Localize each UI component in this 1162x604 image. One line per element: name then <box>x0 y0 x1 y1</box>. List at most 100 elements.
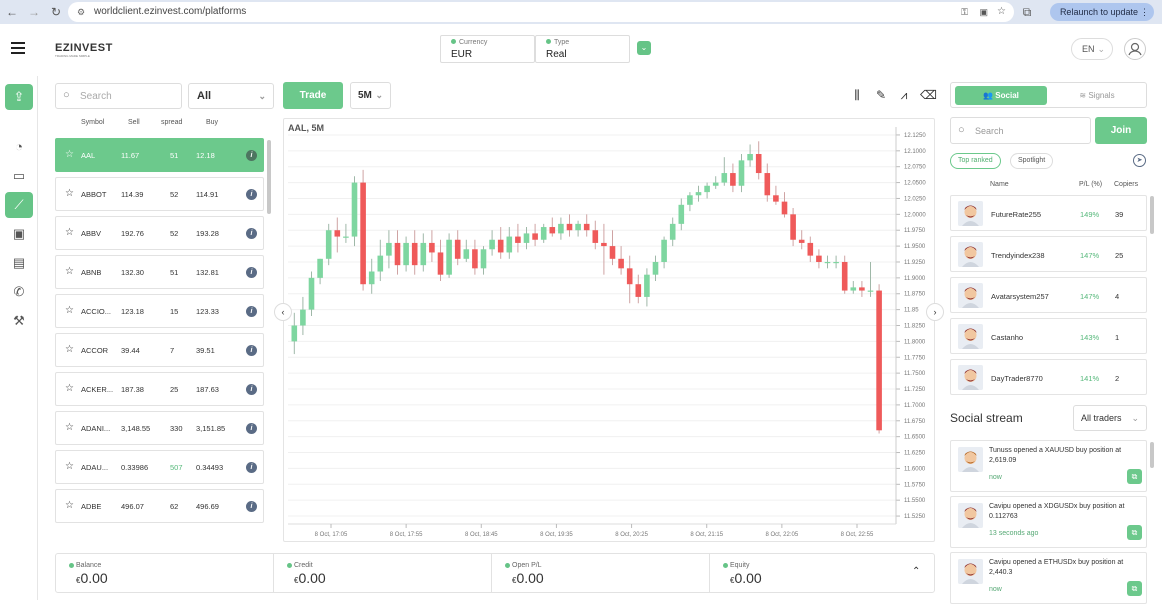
col-name: Name <box>990 181 1009 188</box>
y-tick-label: 11.6750 <box>904 419 926 425</box>
info-icon[interactable]: i <box>246 345 257 356</box>
star-icon[interactable]: ☆ <box>65 500 74 511</box>
key-icon[interactable]: ⚿ <box>961 7 968 17</box>
reports-icon[interactable]: ▤ <box>12 255 26 270</box>
candle-body <box>377 255 384 272</box>
symbol-category-select[interactable]: All ⌄ <box>188 83 274 109</box>
savings-icon[interactable]: ▣ <box>12 226 26 241</box>
symbol-row[interactable]: ☆ ADBE 496.07 62 496.69 i <box>55 489 264 523</box>
expand-up-icon[interactable]: ⌃ <box>912 566 921 577</box>
symbol-row[interactable]: ☆ ABNB 132.30 51 132.81 i <box>55 255 264 289</box>
join-button[interactable]: Join <box>1095 117 1147 144</box>
forward-icon[interactable]: → <box>28 5 40 19</box>
compass-icon[interactable]: ➤ <box>1133 154 1146 167</box>
stream-scrollbar[interactable] <box>1150 442 1154 468</box>
language-label: EN <box>1082 44 1095 54</box>
indicators-icon[interactable]: ⩘ <box>900 88 908 102</box>
candle-body <box>558 223 564 234</box>
stream-filter-select[interactable]: All traders ⌄ <box>1073 405 1147 431</box>
info-icon[interactable]: i <box>246 267 257 278</box>
eraser-icon[interactable]: ⌫ <box>920 88 937 102</box>
star-icon[interactable]: ☆ <box>65 344 74 355</box>
pencil-icon[interactable]: ✎ <box>875 88 887 102</box>
user-icon[interactable] <box>1124 38 1146 60</box>
copy-icon[interactable]: ⧉ <box>1127 469 1142 484</box>
candle-body <box>747 153 753 161</box>
deposit-icon[interactable]: ⇪ <box>5 84 33 110</box>
symbol-row[interactable]: ☆ ADAU... 0.33986 507 0.34493 i <box>55 450 264 484</box>
symbol-row[interactable]: ☆ ACCOR 39.44 7 39.51 i <box>55 333 264 367</box>
star-icon[interactable]: ☆ <box>65 383 74 394</box>
account-type-selector[interactable]: Type Real <box>535 35 630 63</box>
install-icon[interactable]: ▣ <box>979 7 988 17</box>
traders-scrollbar[interactable] <box>1150 196 1154 234</box>
reload-icon[interactable]: ↻ <box>50 5 62 19</box>
info-icon[interactable]: i <box>246 189 257 200</box>
tab-signals[interactable]: ≋ Signals <box>1051 86 1143 105</box>
symbol-row[interactable]: ☆ ABBOT 114.39 52 114.91 i <box>55 177 264 211</box>
star-icon[interactable]: ☆ <box>65 227 74 238</box>
info-icon[interactable]: i <box>246 384 257 395</box>
tab-social[interactable]: 👥 Social <box>955 86 1047 105</box>
info-icon[interactable]: i <box>246 306 257 317</box>
currency-selector[interactable]: Currency EUR <box>440 35 535 63</box>
dashboard-icon[interactable]: ◔ <box>15 139 23 154</box>
stream-post[interactable]: Tunuss opened a XAUUSD buy position at 2… <box>950 440 1147 492</box>
site-info-icon[interactable]: ⚙ <box>77 7 86 17</box>
trade-button[interactable]: Trade <box>283 82 343 109</box>
symbol-row[interactable]: ☆ ACKER... 187.38 25 187.63 i <box>55 372 264 406</box>
symbol-search-input[interactable]: ○ Search <box>55 83 182 109</box>
info-icon[interactable]: i <box>246 501 257 512</box>
chevron-left-icon[interactable]: ‹ <box>274 303 292 321</box>
copy-icon[interactable]: ⧉ <box>1127 581 1142 596</box>
price-chart[interactable]: 12.1250 12.1000 12.0750 12.0500 12.0250 12.00… <box>284 119 934 541</box>
symbol-row[interactable]: ☆ AAL 11.67 51 12.18 i <box>55 138 264 172</box>
timeframe-select[interactable]: 5M ⌄ <box>350 82 391 109</box>
language-selector[interactable]: EN ⌄ <box>1071 38 1113 60</box>
trader-pl: 141% <box>1080 374 1100 383</box>
symbol-row[interactable]: ☆ ADANI... 3,148.55 330 3,151.85 i <box>55 411 264 445</box>
chevron-right-icon[interactable]: › <box>926 303 944 321</box>
star-icon[interactable]: ☆ <box>65 461 74 472</box>
stream-post[interactable]: Cavipu opened a XDGUSDx buy position at … <box>950 496 1147 548</box>
info-icon[interactable]: i <box>246 423 257 434</box>
star-icon[interactable]: ☆ <box>65 149 74 160</box>
candle-body <box>506 236 513 253</box>
stream-post[interactable]: Cavipu opened a ETHUSDx buy position at … <box>950 552 1147 604</box>
trader-search-input[interactable]: ○ Search <box>950 117 1091 144</box>
info-icon[interactable]: i <box>246 150 257 161</box>
star-icon[interactable]: ☆ <box>65 305 74 316</box>
star-icon[interactable]: ☆ <box>65 422 74 433</box>
wallet-icon[interactable]: ▭ <box>12 168 26 183</box>
symbol-row[interactable]: ☆ ACCIO... 123.18 15 123.33 i <box>55 294 264 328</box>
filter-top-ranked[interactable]: Top ranked <box>950 153 1001 169</box>
chart-container[interactable] <box>283 118 935 542</box>
info-icon[interactable]: i <box>246 462 257 473</box>
y-tick-label: 11.9000 <box>904 276 926 282</box>
trading-icon[interactable]: ⟋ <box>5 192 33 218</box>
candles-icon[interactable]: ⫼ <box>854 88 860 102</box>
relaunch-button[interactable]: Relaunch to update ⋮ <box>1049 3 1154 21</box>
address-bar[interactable]: ⚙ worldclient.ezinvest.com/platforms ⚿ ▣… <box>68 2 1014 22</box>
trader-row[interactable]: FutureRate255 149% 39 <box>950 195 1147 231</box>
back-icon[interactable]: ← <box>6 5 18 19</box>
summary-label: Equity <box>723 562 749 569</box>
star-icon[interactable]: ☆ <box>65 266 74 277</box>
phone-icon[interactable]: ✆ <box>13 284 25 299</box>
copy-icon[interactable]: ⧉ <box>1127 525 1142 540</box>
symbol-row[interactable]: ☆ ABBV 192.76 52 193.28 i <box>55 216 264 250</box>
menu-icon[interactable] <box>11 42 25 54</box>
filter-spotlight[interactable]: Spotlight <box>1010 153 1054 169</box>
star-icon[interactable]: ☆ <box>65 188 74 199</box>
account-dropdown-icon[interactable]: ⌄ <box>637 41 651 55</box>
extensions-icon[interactable]: ⧉ <box>1022 5 1032 19</box>
summary-label-text: Balance <box>76 562 102 569</box>
auction-icon[interactable]: ⚒ <box>13 313 25 328</box>
trader-row[interactable]: Avatarsystem257 147% 4 <box>950 277 1147 313</box>
bookmark-star-icon[interactable]: ☆ <box>997 6 1006 17</box>
trader-row[interactable]: Trendyindex238 147% 25 <box>950 236 1147 272</box>
trader-row[interactable]: DayTrader8770 141% 2 <box>950 359 1147 395</box>
trader-row[interactable]: Castanho 143% 1 <box>950 318 1147 354</box>
symbol-list-scrollbar[interactable] <box>267 140 271 214</box>
info-icon[interactable]: i <box>246 228 257 239</box>
